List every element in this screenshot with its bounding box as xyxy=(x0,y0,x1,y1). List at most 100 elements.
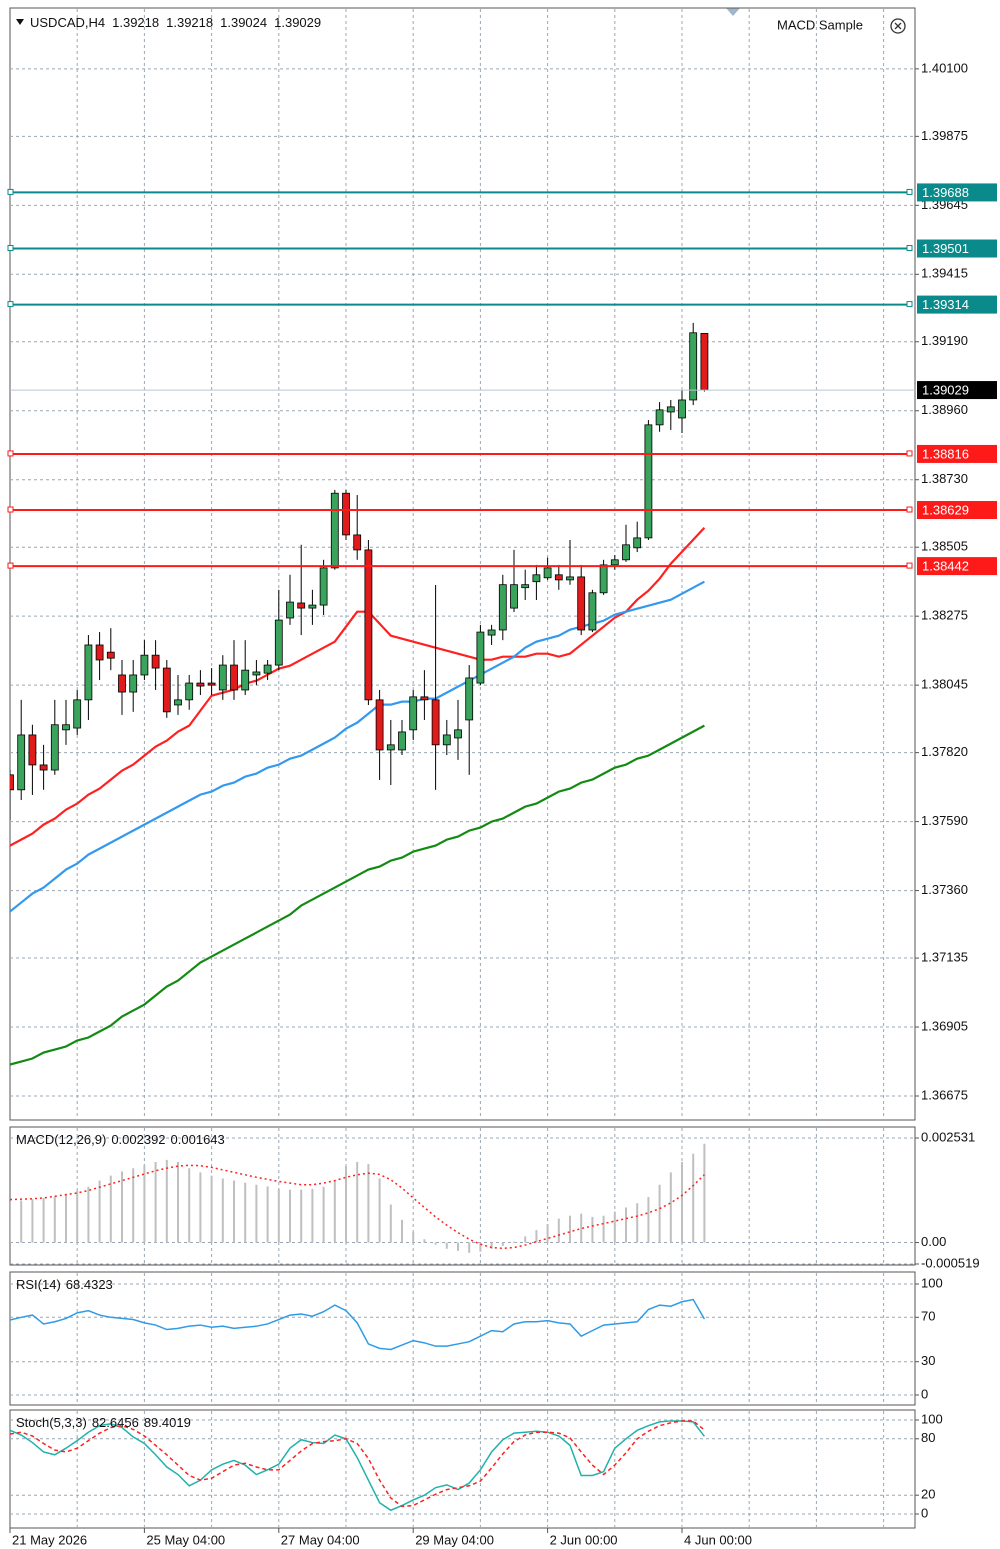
x-tick-label: 29 May 04:00 xyxy=(415,1532,494,1547)
symbol-menu-arrow[interactable] xyxy=(16,19,24,25)
indicator-line xyxy=(10,1164,705,1250)
candle-body xyxy=(599,564,608,594)
symbol: USDCAD,H4 xyxy=(30,15,105,30)
expert-icon-circle xyxy=(890,18,906,34)
candle-body xyxy=(386,744,395,751)
level-label: 1.39314 xyxy=(922,297,969,312)
last-price-label: 1.39029 xyxy=(922,383,969,398)
candle-body xyxy=(398,731,406,751)
x-tick-label: 2 Jun 00:00 xyxy=(550,1532,618,1547)
candle-body xyxy=(17,734,26,791)
candle-body xyxy=(476,631,485,684)
indicator-title: MACD(12,26,9) xyxy=(16,1132,106,1147)
candle-body xyxy=(689,332,698,401)
y-tick-label: 0 xyxy=(921,1386,928,1401)
y-tick-label: 1.39415 xyxy=(921,266,968,281)
ohlc-close: 1.39029 xyxy=(274,15,321,30)
y-tick-label: 30 xyxy=(921,1353,935,1368)
moving-average xyxy=(10,724,705,1066)
candle-body xyxy=(73,699,82,729)
candle-body xyxy=(196,682,205,687)
candle-body xyxy=(622,544,630,561)
level-label: 1.39501 xyxy=(922,241,969,256)
indicator-line xyxy=(10,1420,705,1512)
pane-frame xyxy=(9,1271,916,1406)
x-tick-label: 27 May 04:00 xyxy=(281,1532,360,1547)
candle-body xyxy=(241,669,250,691)
candle-body xyxy=(633,537,642,549)
y-tick-label: 100 xyxy=(921,1411,943,1426)
candle-body xyxy=(274,619,283,666)
candle-body xyxy=(666,406,675,413)
candle-body xyxy=(230,664,238,691)
level-handle xyxy=(7,562,14,569)
level-label-bg xyxy=(917,295,997,314)
y-tick-label: 1.37820 xyxy=(921,744,968,759)
y-tick-label: 1.36675 xyxy=(921,1087,968,1102)
indicator-header: RSI(14) 68.4323 xyxy=(16,1277,113,1292)
candle-body xyxy=(207,682,216,686)
candle-body xyxy=(588,592,597,631)
level-handle xyxy=(906,188,913,195)
candle-body xyxy=(442,734,451,746)
candle-body xyxy=(409,696,418,731)
y-tick-label: 1.37590 xyxy=(921,813,968,828)
candle-body xyxy=(465,677,474,721)
candle-body xyxy=(543,567,552,579)
y-tick-label: 1.38505 xyxy=(921,539,968,554)
candle-body xyxy=(353,534,362,551)
candle-body xyxy=(577,576,586,631)
y-tick-label: 1.38045 xyxy=(921,677,968,692)
candle-body xyxy=(431,699,440,746)
level-handle xyxy=(7,245,14,252)
candle-body xyxy=(498,584,507,631)
last-price-bg xyxy=(917,381,997,400)
level-handle xyxy=(7,450,14,457)
y-tick-label: 80 xyxy=(921,1430,935,1445)
level-label-bg xyxy=(917,444,997,463)
candle-body xyxy=(644,424,653,539)
indicator-title: Stoch(5,3,3) xyxy=(16,1415,87,1430)
indicator-value: 89.4019 xyxy=(144,1415,191,1430)
level-handle xyxy=(906,562,913,569)
candle-body xyxy=(84,644,93,701)
candle-body xyxy=(129,674,138,693)
pane-line xyxy=(10,1419,915,1515)
indicator-title: RSI(14) xyxy=(16,1277,61,1292)
level-handle xyxy=(906,506,913,513)
indicator-line xyxy=(10,1420,705,1508)
candle-body xyxy=(151,654,160,669)
ohlc-high: 1.39218 xyxy=(166,15,213,30)
pane-macd xyxy=(10,1137,915,1265)
chart-header: USDCAD,H4 1.39218 1.39218 1.39024 1.39029 xyxy=(30,15,321,30)
level-label: 1.38442 xyxy=(922,559,969,574)
x-tick-label: 21 May 2026 xyxy=(12,1532,87,1547)
y-tick-label: 1.38275 xyxy=(921,608,968,623)
candle-body xyxy=(162,667,171,713)
ohlc-low: 1.39024 xyxy=(220,15,267,30)
indicator-value: 0.002392 xyxy=(111,1132,165,1147)
candle-body xyxy=(330,492,339,569)
candle-body xyxy=(174,699,182,706)
y-tick-label: 100 xyxy=(921,1275,943,1290)
candle-body xyxy=(655,409,664,426)
y-tick-label: 0 xyxy=(921,1505,928,1520)
candle-body xyxy=(297,602,306,609)
indicator-header: MACD(12,26,9) 0.002392 0.001643 xyxy=(16,1132,225,1147)
indicator-line xyxy=(10,1298,706,1351)
y-tick-label: 1.39875 xyxy=(921,128,968,143)
candle-body xyxy=(218,664,227,691)
indicator-value: 82.6456 xyxy=(92,1415,139,1430)
candle-body xyxy=(50,724,59,771)
candle-body xyxy=(263,664,272,674)
expert-icon[interactable] xyxy=(890,18,906,34)
candle-body xyxy=(185,682,194,701)
ohlc-open: 1.39218 xyxy=(112,15,159,30)
expert-name: MACD Sample xyxy=(777,17,863,32)
level-handle xyxy=(906,245,913,252)
level-handle xyxy=(906,301,913,308)
shift-marker xyxy=(726,8,740,16)
indicator-value: 68.4323 xyxy=(66,1277,113,1292)
